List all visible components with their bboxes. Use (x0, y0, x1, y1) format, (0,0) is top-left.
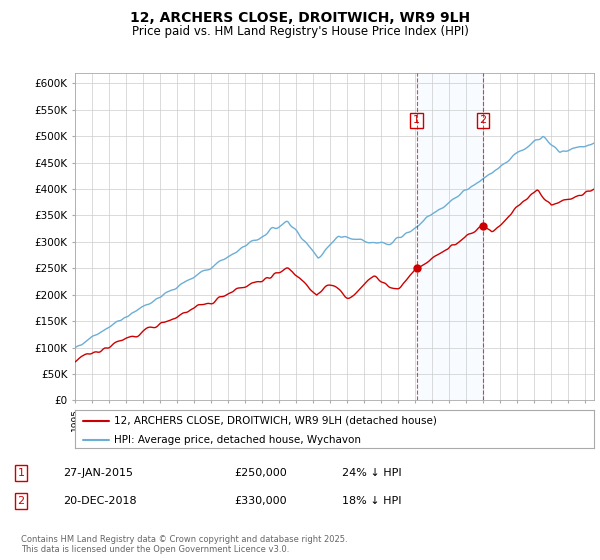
Text: Price paid vs. HM Land Registry's House Price Index (HPI): Price paid vs. HM Land Registry's House … (131, 25, 469, 38)
Text: 2: 2 (479, 115, 487, 125)
Text: 1: 1 (17, 468, 25, 478)
Bar (416, 73, 483, 400)
Text: HPI: Average price, detached house, Wychavon: HPI: Average price, detached house, Wych… (114, 435, 361, 445)
Text: £250,000: £250,000 (234, 468, 287, 478)
Text: 1: 1 (413, 115, 420, 125)
Text: 12, ARCHERS CLOSE, DROITWICH, WR9 9LH: 12, ARCHERS CLOSE, DROITWICH, WR9 9LH (130, 11, 470, 25)
Text: 24% ↓ HPI: 24% ↓ HPI (342, 468, 401, 478)
Text: 18% ↓ HPI: 18% ↓ HPI (342, 496, 401, 506)
Text: Contains HM Land Registry data © Crown copyright and database right 2025.
This d: Contains HM Land Registry data © Crown c… (21, 535, 347, 554)
Text: 27-JAN-2015: 27-JAN-2015 (63, 468, 133, 478)
Text: 12, ARCHERS CLOSE, DROITWICH, WR9 9LH (detached house): 12, ARCHERS CLOSE, DROITWICH, WR9 9LH (d… (114, 416, 437, 426)
Text: 2: 2 (17, 496, 25, 506)
Text: £330,000: £330,000 (234, 496, 287, 506)
Text: 20-DEC-2018: 20-DEC-2018 (63, 496, 137, 506)
